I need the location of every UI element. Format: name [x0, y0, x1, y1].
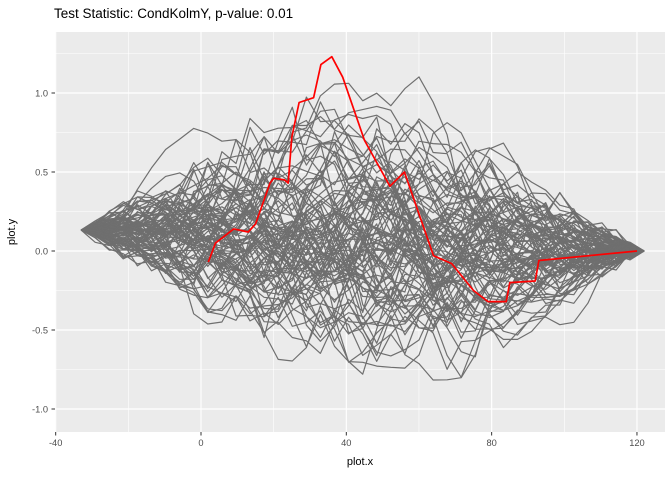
x-tick-labels: -40 0 40 80 120: [49, 438, 645, 448]
null-path: [80, 201, 645, 275]
null-path: [80, 162, 645, 267]
x-tick-label: 120: [629, 438, 645, 448]
null-path: [80, 204, 645, 298]
x-tick-label: 80: [486, 438, 496, 448]
null-path: [81, 118, 645, 261]
y-tick-label: 1.0: [35, 88, 48, 98]
null-paths: [80, 76, 645, 381]
plot-title: Test Statistic: CondKolmY, p-value: 0.01: [54, 6, 294, 21]
x-axis-title: plot.x: [346, 456, 374, 468]
null-path: [81, 101, 645, 274]
null-path: [80, 205, 645, 329]
y-tick-label: 0.5: [35, 167, 48, 177]
null-path: [81, 229, 645, 369]
null-path: [80, 188, 645, 257]
null-path: [81, 131, 645, 259]
null-path: [80, 198, 645, 324]
null-path: [81, 194, 645, 321]
null-path: [81, 224, 645, 335]
null-path: [80, 140, 645, 271]
null-path: [80, 162, 645, 290]
null-path: [80, 226, 645, 363]
x-tick-label: -40: [49, 438, 62, 448]
null-path: [80, 190, 645, 299]
null-path: [81, 142, 645, 280]
x-tick-label: 40: [341, 438, 351, 448]
null-path: [80, 122, 645, 257]
y-tick-label: -1.0: [32, 404, 48, 414]
axis-tick-marks: [51, 92, 638, 436]
y-axis-title: plot.y: [6, 218, 18, 246]
null-path: [80, 149, 645, 252]
observed-statistic-path: [207, 55, 638, 303]
y-tick-labels: -1.0 -0.5 0.0 0.5 1.0: [32, 88, 48, 414]
null-path: [80, 144, 645, 267]
null-path: [80, 123, 645, 292]
y-tick-label: -0.5: [32, 325, 48, 335]
null-path: [80, 187, 645, 281]
y-tick-label: 0.0: [35, 246, 48, 256]
null-path: [80, 191, 645, 310]
null-path: [80, 192, 645, 375]
null-path: [80, 200, 645, 295]
x-tick-label: 0: [198, 438, 203, 448]
